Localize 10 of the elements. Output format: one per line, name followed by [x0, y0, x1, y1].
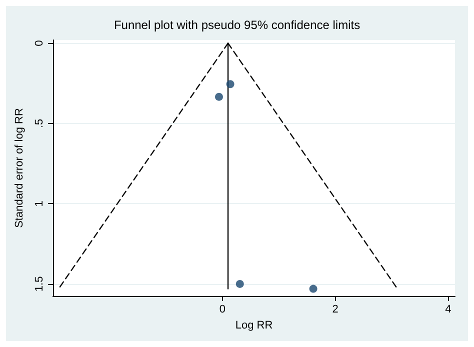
y-tick-label: .5 — [34, 118, 46, 128]
chart-title: Funnel plot with pseudo 95% confidence limits — [114, 18, 360, 32]
x-tick-label: 4 — [445, 304, 452, 316]
x-tick-label: 0 — [219, 304, 226, 316]
y-tick-label: 1.5 — [34, 276, 46, 292]
y-axis-title: Standard error of log RR — [14, 108, 26, 228]
y-tick-label: 1 — [34, 200, 46, 207]
x-tick-label: 2 — [332, 304, 338, 316]
x-axis-title: Log RR — [235, 319, 273, 332]
y-tick-label: 0 — [34, 40, 46, 46]
